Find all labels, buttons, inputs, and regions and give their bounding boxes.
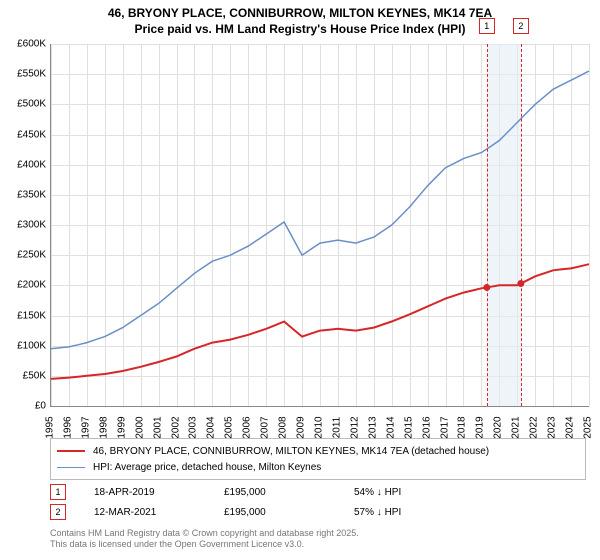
x-axis-label: 2000 [134,416,145,438]
x-axis-label: 2003 [188,416,199,438]
y-axis-label: £450K [6,129,46,140]
footer-line-1: Contains HM Land Registry data © Crown c… [50,528,359,539]
x-axis-label: 2005 [224,416,235,438]
chart-svg [51,44,589,406]
x-axis-label: 2013 [367,416,378,438]
event-marker-box: 1 [479,18,495,34]
legend-row-hpi: HPI: Average price, detached house, Milt… [57,459,579,475]
x-axis-label: 2014 [385,416,396,438]
event-marker-box: 2 [513,18,529,34]
y-axis-label: £100K [6,340,46,351]
event-hpi-2: 57% ↓ HPI [354,507,484,518]
x-axis-label: 2022 [529,416,540,438]
event-marker-1: 1 [50,484,66,500]
event-date-2: 12-MAR-2021 [94,507,224,518]
event-price-2: £195,000 [224,507,354,518]
x-axis-label: 2008 [278,416,289,438]
x-axis-label: 2020 [493,416,504,438]
y-axis-label: £400K [6,159,46,170]
event-row-2: 2 12-MAR-2021 £195,000 57% ↓ HPI [50,502,484,522]
x-axis-label: 2001 [152,416,163,438]
x-axis-label: 2007 [260,416,271,438]
x-axis-label: 2023 [547,416,558,438]
legend-label-hpi: HPI: Average price, detached house, Milt… [93,462,321,473]
x-axis-label: 2016 [421,416,432,438]
y-axis-label: £50K [6,370,46,381]
x-axis-label: 2002 [170,416,181,438]
legend-swatch-property [57,450,85,452]
event-row-1: 1 18-APR-2019 £195,000 54% ↓ HPI [50,482,484,502]
x-axis-label: 2015 [403,416,414,438]
events-table: 1 18-APR-2019 £195,000 54% ↓ HPI 2 12-MA… [50,482,484,522]
title-line-1: 46, BRYONY PLACE, CONNIBURROW, MILTON KE… [0,6,600,22]
x-axis-label: 2009 [296,416,307,438]
chart-title: 46, BRYONY PLACE, CONNIBURROW, MILTON KE… [0,0,600,37]
x-axis-label: 1999 [116,416,127,438]
x-axis-label: 2004 [206,416,217,438]
chart-container: 46, BRYONY PLACE, CONNIBURROW, MILTON KE… [0,0,600,560]
y-axis-label: £600K [6,39,46,50]
x-axis-label: 2006 [242,416,253,438]
x-axis-label: 1995 [45,416,56,438]
y-axis-label: £350K [6,189,46,200]
y-axis-label: £250K [6,250,46,261]
x-axis-label: 2010 [314,416,325,438]
x-axis-label: 2021 [511,416,522,438]
x-axis-label: 2025 [583,416,594,438]
footer-line-2: This data is licensed under the Open Gov… [50,539,359,550]
x-axis-label: 2012 [349,416,360,438]
x-axis-label: 2024 [565,416,576,438]
event-date-1: 18-APR-2019 [94,487,224,498]
x-axis-label: 2017 [439,416,450,438]
legend-label-property: 46, BRYONY PLACE, CONNIBURROW, MILTON KE… [93,446,489,457]
legend: 46, BRYONY PLACE, CONNIBURROW, MILTON KE… [50,438,586,480]
y-axis-label: £150K [6,310,46,321]
event-marker-2: 2 [50,504,66,520]
x-axis-label: 2011 [331,417,342,439]
x-axis-label: 1997 [80,416,91,438]
y-axis-label: £550K [6,69,46,80]
x-axis-label: 1996 [62,416,73,438]
x-axis-label: 1998 [98,416,109,438]
chart-footer: Contains HM Land Registry data © Crown c… [50,528,359,550]
y-axis-label: £0 [6,401,46,412]
legend-swatch-hpi [57,467,85,468]
legend-row-property: 46, BRYONY PLACE, CONNIBURROW, MILTON KE… [57,443,579,459]
x-axis-label: 2019 [475,416,486,438]
event-hpi-1: 54% ↓ HPI [354,487,484,498]
y-axis-label: £500K [6,99,46,110]
x-axis-label: 2018 [457,416,468,438]
y-axis-label: £200K [6,280,46,291]
plot-area: 12 [50,44,589,407]
event-price-1: £195,000 [224,487,354,498]
title-line-2: Price paid vs. HM Land Registry's House … [0,22,600,38]
y-axis-label: £300K [6,220,46,231]
